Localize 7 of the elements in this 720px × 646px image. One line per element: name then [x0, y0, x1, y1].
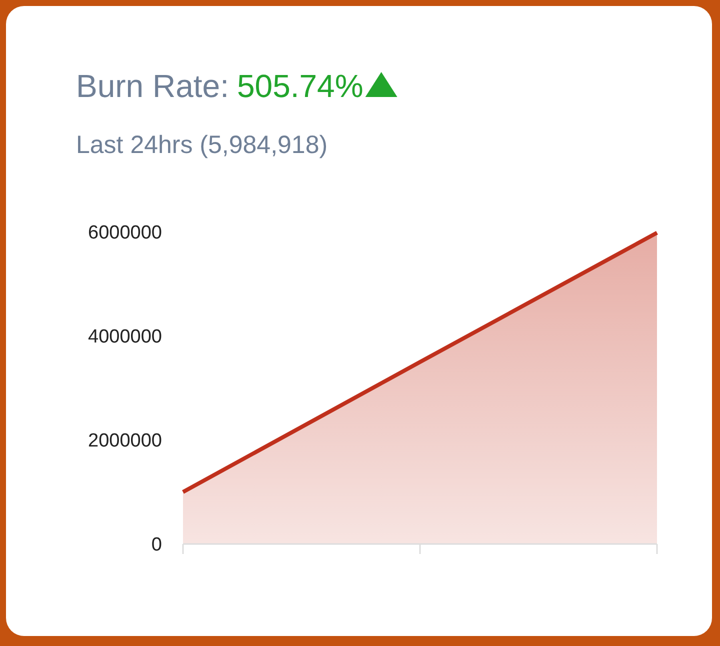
chart-subtitle: Last 24hrs (5,984,918): [76, 131, 328, 159]
y-tick-label: 2000000: [88, 430, 162, 452]
y-tick-label: 4000000: [88, 326, 162, 348]
chart-title: Burn Rate:: [76, 68, 229, 104]
text: 505.74%: [236, 68, 364, 104]
y-tick-label: 0: [151, 534, 162, 556]
y-tick-label: 6000000: [88, 222, 162, 244]
